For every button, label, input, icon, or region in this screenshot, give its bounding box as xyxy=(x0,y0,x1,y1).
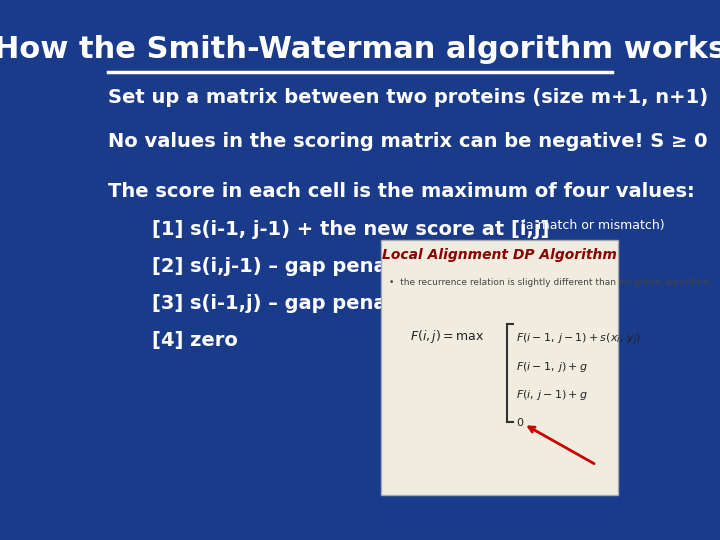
Text: $F(i,\, j-1) + g$: $F(i,\, j-1) + g$ xyxy=(516,388,588,402)
Text: $F(i-1,\, j-1) + s(x_i,\, y_j)$: $F(i-1,\, j-1) + s(x_i,\, y_j)$ xyxy=(516,332,642,348)
Text: The score in each cell is the maximum of four values:: The score in each cell is the maximum of… xyxy=(108,182,695,201)
Text: [3] s(i-1,j) – gap penalty: [3] s(i-1,j) – gap penalty xyxy=(151,294,415,313)
Text: How the Smith-Waterman algorithm works: How the Smith-Waterman algorithm works xyxy=(0,35,720,64)
Text: $F(i, j) = \mathrm{max}$: $F(i, j) = \mathrm{max}$ xyxy=(410,328,485,345)
FancyBboxPatch shape xyxy=(381,240,618,495)
Text: $F(i-1,\, j) + g$: $F(i-1,\, j) + g$ xyxy=(516,360,588,374)
Text: [2] s(i,j-1) – gap penalty: [2] s(i,j-1) – gap penalty xyxy=(151,257,415,276)
Text: •  the recurrence relation is slightly different than for global algorithm.: • the recurrence relation is slightly di… xyxy=(389,278,711,287)
Text: No values in the scoring matrix can be negative! S ≥ 0: No values in the scoring matrix can be n… xyxy=(108,132,708,151)
Text: $0$: $0$ xyxy=(516,416,524,428)
Text: Set up a matrix between two proteins (size m+1, n+1): Set up a matrix between two proteins (si… xyxy=(108,88,708,107)
Text: (a match or mismatch): (a match or mismatch) xyxy=(521,219,665,232)
Text: [1] s(i-1, j-1) + the new score at [i,j]: [1] s(i-1, j-1) + the new score at [i,j] xyxy=(151,220,549,239)
Text: Local Alignment DP Algorithm: Local Alignment DP Algorithm xyxy=(382,248,617,262)
Text: [4] zero: [4] zero xyxy=(151,331,238,350)
